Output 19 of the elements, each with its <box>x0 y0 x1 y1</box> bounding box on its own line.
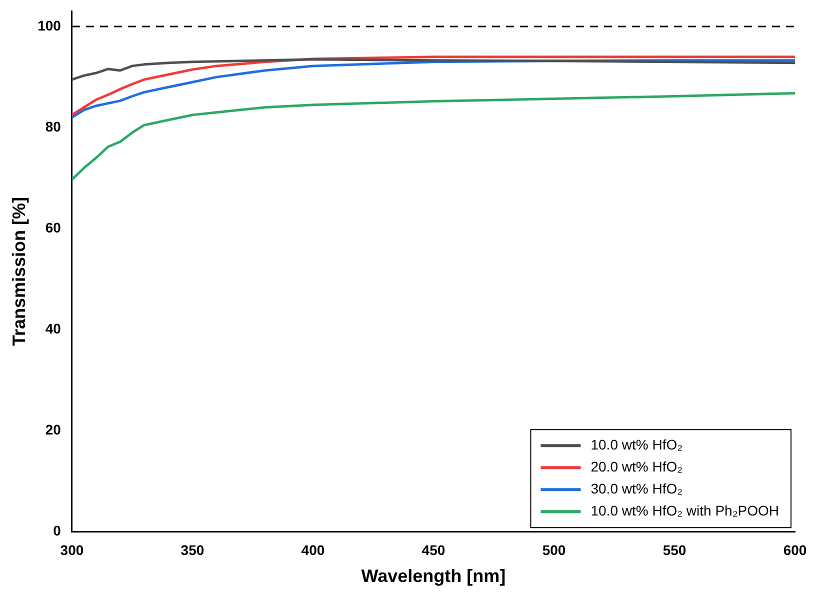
legend-label: 30.0 wt% HfO₂ <box>590 480 683 496</box>
y-tick-label: 20 <box>45 421 62 438</box>
x-tick-label: 300 <box>60 542 84 558</box>
legend-label: 10.0 wt% HfO₂ with Ph₂POOH <box>590 502 780 518</box>
x-tick-label: 550 <box>662 542 686 558</box>
x-tick-label: 350 <box>180 542 204 558</box>
y-axis-title: Transmission [%] <box>8 196 29 346</box>
x-tick-label: 600 <box>783 542 807 558</box>
x-axis-title: Wavelength [nm] <box>361 566 506 586</box>
x-tick-label: 400 <box>301 542 325 558</box>
x-tick-label: 450 <box>422 542 446 558</box>
y-tick-label: 0 <box>53 522 62 538</box>
y-tick-label: 80 <box>45 118 62 134</box>
y-tick-label: 40 <box>45 320 62 336</box>
y-tick-label: 100 <box>38 17 62 34</box>
x-tick-label: 500 <box>542 542 566 558</box>
legend-label: 20.0 wt% HfO₂ <box>590 458 683 474</box>
y-tick-label: 60 <box>45 219 62 236</box>
legend-label: 10.0 wt% HfO₂ <box>590 436 683 452</box>
